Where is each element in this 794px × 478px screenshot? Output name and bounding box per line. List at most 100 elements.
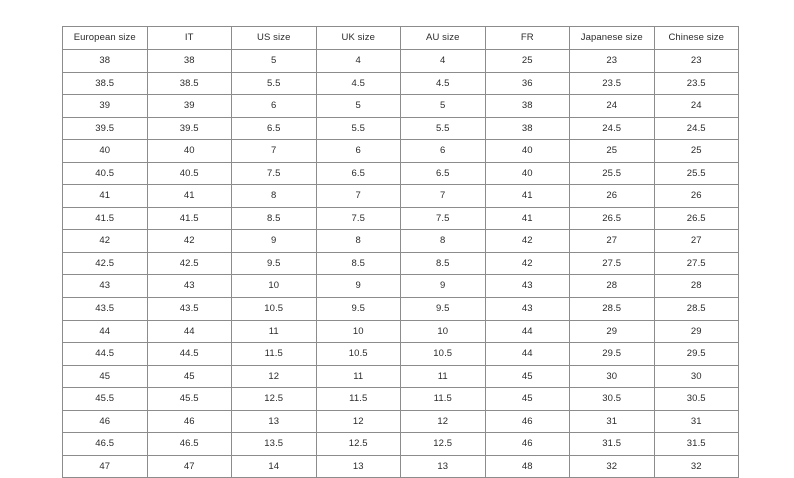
table-cell: 4 bbox=[400, 49, 486, 73]
table-cell: 10.5 bbox=[315, 342, 401, 366]
table-cell: 25 bbox=[653, 139, 739, 163]
table-cell: 12.5 bbox=[315, 432, 401, 456]
table-cell: 41 bbox=[484, 184, 570, 208]
table-cell: 43.5 bbox=[62, 297, 148, 321]
table-cell: 6 bbox=[400, 139, 486, 163]
column-header-it: IT bbox=[146, 26, 232, 50]
table-cell: 10.5 bbox=[231, 297, 317, 321]
table-body: 38 38 5 4 4 25 23 23 38.5 38.5 5.5 4.5 4.5 36 23.5 23.5… bbox=[62, 49, 739, 478]
table-cell: 25 bbox=[484, 49, 570, 73]
column-header-european-size: European size bbox=[62, 26, 148, 50]
table-cell: 39 bbox=[146, 94, 232, 118]
table-cell: 11 bbox=[315, 364, 401, 389]
table-cell: 41 bbox=[62, 184, 148, 208]
table-cell: 24 bbox=[569, 94, 655, 118]
table-cell: 9.5 bbox=[315, 297, 401, 321]
table-cell: 40 bbox=[484, 161, 570, 186]
table-cell: 38 bbox=[484, 94, 570, 118]
table-cell: 9 bbox=[400, 274, 486, 299]
table-cell: 43 bbox=[484, 274, 570, 299]
table-cell: 48 bbox=[484, 454, 570, 478]
table-cell: 11 bbox=[400, 364, 486, 389]
table-cell: 46.5 bbox=[62, 432, 148, 456]
table-cell: 44 bbox=[62, 319, 148, 344]
table-cell: 43.5 bbox=[146, 297, 232, 321]
table-cell: 23.5 bbox=[569, 71, 655, 96]
table-cell: 46 bbox=[484, 409, 570, 434]
table-cell: 6.5 bbox=[231, 116, 317, 141]
table-row: 43 43 10 9 9 43 28 28 bbox=[62, 274, 739, 299]
table-cell: 30 bbox=[653, 364, 739, 389]
table-cell: 12.5 bbox=[400, 432, 486, 456]
table-row: 40 40 7 6 6 40 25 25 bbox=[62, 139, 739, 163]
table-cell: 41 bbox=[146, 184, 232, 208]
table-cell: 27 bbox=[569, 229, 655, 253]
table-cell: 40.5 bbox=[146, 161, 232, 186]
table-cell: 44.5 bbox=[62, 342, 148, 366]
table-cell: 38 bbox=[62, 49, 148, 73]
table-cell: 24.5 bbox=[569, 116, 655, 141]
table-cell: 10 bbox=[400, 319, 486, 344]
table-cell: 38 bbox=[146, 49, 232, 73]
table-row: 45 45 12 11 11 45 30 30 bbox=[62, 364, 739, 389]
table-cell: 13 bbox=[231, 409, 317, 434]
table-cell: 28 bbox=[569, 274, 655, 299]
table-cell: 13 bbox=[315, 454, 401, 478]
table-cell: 12 bbox=[315, 409, 401, 434]
table-cell: 6 bbox=[315, 139, 401, 163]
table-cell: 44 bbox=[484, 342, 570, 366]
table-cell: 28.5 bbox=[569, 297, 655, 321]
column-header-au-size: AU size bbox=[400, 26, 486, 50]
table-cell: 12 bbox=[400, 409, 486, 434]
table-cell: 38.5 bbox=[62, 71, 148, 96]
table-cell: 42 bbox=[484, 251, 570, 276]
table-cell: 11.5 bbox=[231, 342, 317, 366]
table-cell: 5.5 bbox=[315, 116, 401, 141]
table-cell: 7 bbox=[231, 139, 317, 163]
table-cell: 8 bbox=[315, 229, 401, 253]
table-cell: 8.5 bbox=[231, 206, 317, 231]
table-cell: 45 bbox=[484, 387, 570, 411]
table-cell: 27.5 bbox=[569, 251, 655, 276]
table-cell: 25.5 bbox=[569, 161, 655, 186]
table-cell: 13.5 bbox=[231, 432, 317, 456]
table-cell: 11.5 bbox=[400, 387, 486, 411]
table-cell: 5.5 bbox=[231, 71, 317, 96]
table-cell: 29.5 bbox=[653, 342, 739, 366]
table-cell: 40 bbox=[146, 139, 232, 163]
table-cell: 32 bbox=[653, 454, 739, 478]
table-cell: 31 bbox=[653, 409, 739, 434]
table-cell: 9 bbox=[315, 274, 401, 299]
table-cell: 44 bbox=[146, 319, 232, 344]
column-header-uk-size: UK size bbox=[315, 26, 401, 50]
table-cell: 46 bbox=[484, 432, 570, 456]
table-cell: 6.5 bbox=[315, 161, 401, 186]
column-header-japanese-size: Japanese size bbox=[569, 26, 655, 50]
table-cell: 42 bbox=[62, 229, 148, 253]
table-cell: 31.5 bbox=[569, 432, 655, 456]
table-cell: 41 bbox=[484, 206, 570, 231]
table-cell: 7.5 bbox=[231, 161, 317, 186]
table-cell: 30 bbox=[569, 364, 655, 389]
table-cell: 28 bbox=[653, 274, 739, 299]
table-cell: 4.5 bbox=[315, 71, 401, 96]
table-cell: 31.5 bbox=[653, 432, 739, 456]
table-cell: 29 bbox=[653, 319, 739, 344]
table-cell: 38.5 bbox=[146, 71, 232, 96]
table-cell: 43 bbox=[146, 274, 232, 299]
table-cell: 6 bbox=[231, 94, 317, 118]
table-cell: 44 bbox=[484, 319, 570, 344]
table-cell: 8.5 bbox=[315, 251, 401, 276]
table-cell: 8.5 bbox=[400, 251, 486, 276]
table-cell: 27.5 bbox=[653, 251, 739, 276]
table-row: 42.5 42.5 9.5 8.5 8.5 42 27.5 27.5 bbox=[62, 251, 739, 276]
table-cell: 26.5 bbox=[569, 206, 655, 231]
table-row: 38.5 38.5 5.5 4.5 4.5 36 23.5 23.5 bbox=[62, 71, 739, 96]
table-cell: 6.5 bbox=[400, 161, 486, 186]
table-cell: 23 bbox=[653, 49, 739, 73]
table-cell: 26.5 bbox=[653, 206, 739, 231]
table-cell: 45.5 bbox=[62, 387, 148, 411]
table-cell: 10 bbox=[231, 274, 317, 299]
table-cell: 31 bbox=[569, 409, 655, 434]
table-cell: 46.5 bbox=[146, 432, 232, 456]
